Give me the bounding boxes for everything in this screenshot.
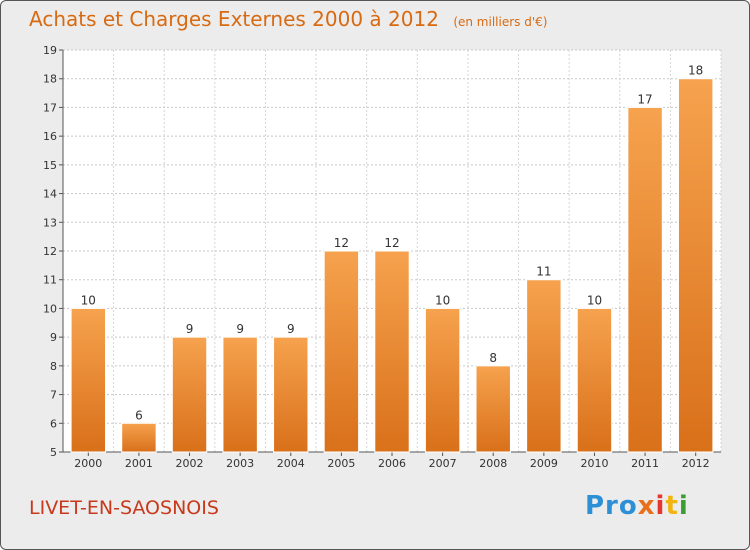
logo-part: Pro <box>585 491 638 521</box>
bars <box>70 78 714 453</box>
x-tick-label-2011: 2011 <box>631 457 659 470</box>
y-tick-label: 15 <box>43 159 57 172</box>
x-tick-label-2004: 2004 <box>277 457 305 470</box>
y-tick-label: 6 <box>50 417 57 430</box>
bar-2011 <box>627 106 663 453</box>
bar-2002 <box>171 336 208 453</box>
city-name: LIVET-EN-SAOSNOIS <box>29 497 219 519</box>
data-label-2008: 8 <box>489 351 497 365</box>
y-tick-label: 16 <box>43 130 57 143</box>
x-tick-label-2006: 2006 <box>378 457 406 470</box>
y-tick-label: 10 <box>43 302 57 315</box>
bar-2009 <box>526 279 562 453</box>
data-label-2012: 18 <box>688 64 703 78</box>
bar-2001 <box>121 422 157 453</box>
y-tick-label: 19 <box>43 44 57 57</box>
data-label-2003: 9 <box>236 322 244 336</box>
x-tick-label-2003: 2003 <box>226 457 254 470</box>
bar-2007 <box>424 307 461 453</box>
bar-2012 <box>677 78 714 453</box>
bar-2010 <box>576 307 613 453</box>
y-tick-label: 5 <box>50 446 57 459</box>
data-label-2004: 9 <box>287 322 295 336</box>
bar-2008 <box>475 365 511 453</box>
data-label-2002: 9 <box>186 322 194 336</box>
data-label-2011: 17 <box>637 92 652 106</box>
y-tick-label: 9 <box>50 331 57 344</box>
y-tick-label: 14 <box>43 188 57 201</box>
data-label-2009: 11 <box>536 265 551 279</box>
logo-part: i <box>655 491 666 521</box>
data-label-2000: 10 <box>81 293 96 307</box>
data-label-2001: 6 <box>135 408 143 422</box>
y-tick-label: 8 <box>50 360 57 373</box>
x-tick-label-2008: 2008 <box>479 457 507 470</box>
data-label-2007: 10 <box>435 293 450 307</box>
chart-title-text: Achats et Charges Externes 2000 à 2012 <box>29 7 439 31</box>
bar-2006 <box>374 250 410 453</box>
x-tick-label-2010: 2010 <box>580 457 608 470</box>
bar-2000 <box>70 307 107 453</box>
data-label-2006: 12 <box>384 236 399 250</box>
y-tick-label: 7 <box>50 389 57 402</box>
x-tick-label-2009: 2009 <box>530 457 558 470</box>
logo-part: x <box>637 491 656 521</box>
data-label-2005: 12 <box>334 236 349 250</box>
x-tick-label-2000: 2000 <box>74 457 102 470</box>
x-tick-label-2012: 2012 <box>682 457 710 470</box>
y-tick-label: 11 <box>43 274 57 287</box>
bar-2003 <box>222 336 258 453</box>
y-tick-label: 18 <box>43 73 57 86</box>
bar-2005 <box>323 250 360 453</box>
chart-unit-label: (en milliers d'€) <box>453 15 548 29</box>
logo-part: i <box>678 491 689 521</box>
data-label-2010: 10 <box>587 293 602 307</box>
bar-2004 <box>273 336 309 453</box>
proxiti-logo: Proxiti <box>585 491 689 521</box>
logo-part: t <box>665 491 679 521</box>
x-tick-label-2002: 2002 <box>176 457 204 470</box>
chart-title: Achats et Charges Externes 2000 à 2012 (… <box>29 7 547 31</box>
y-tick-label: 13 <box>43 216 57 229</box>
axes: 5 6 7 8 9 10 11 12 13 14 15 16 17 18 19 2000 2001 2002 200… <box>43 44 721 470</box>
x-tick-label-2001: 2001 <box>125 457 153 470</box>
y-tick-label: 12 <box>43 245 57 258</box>
x-tick-label-2005: 2005 <box>327 457 355 470</box>
data-labels: 10 6 9 9 9 12 12 10 8 11 10 17 18 <box>81 64 704 423</box>
y-tick-label: 17 <box>43 101 57 114</box>
x-tick-label-2007: 2007 <box>429 457 457 470</box>
